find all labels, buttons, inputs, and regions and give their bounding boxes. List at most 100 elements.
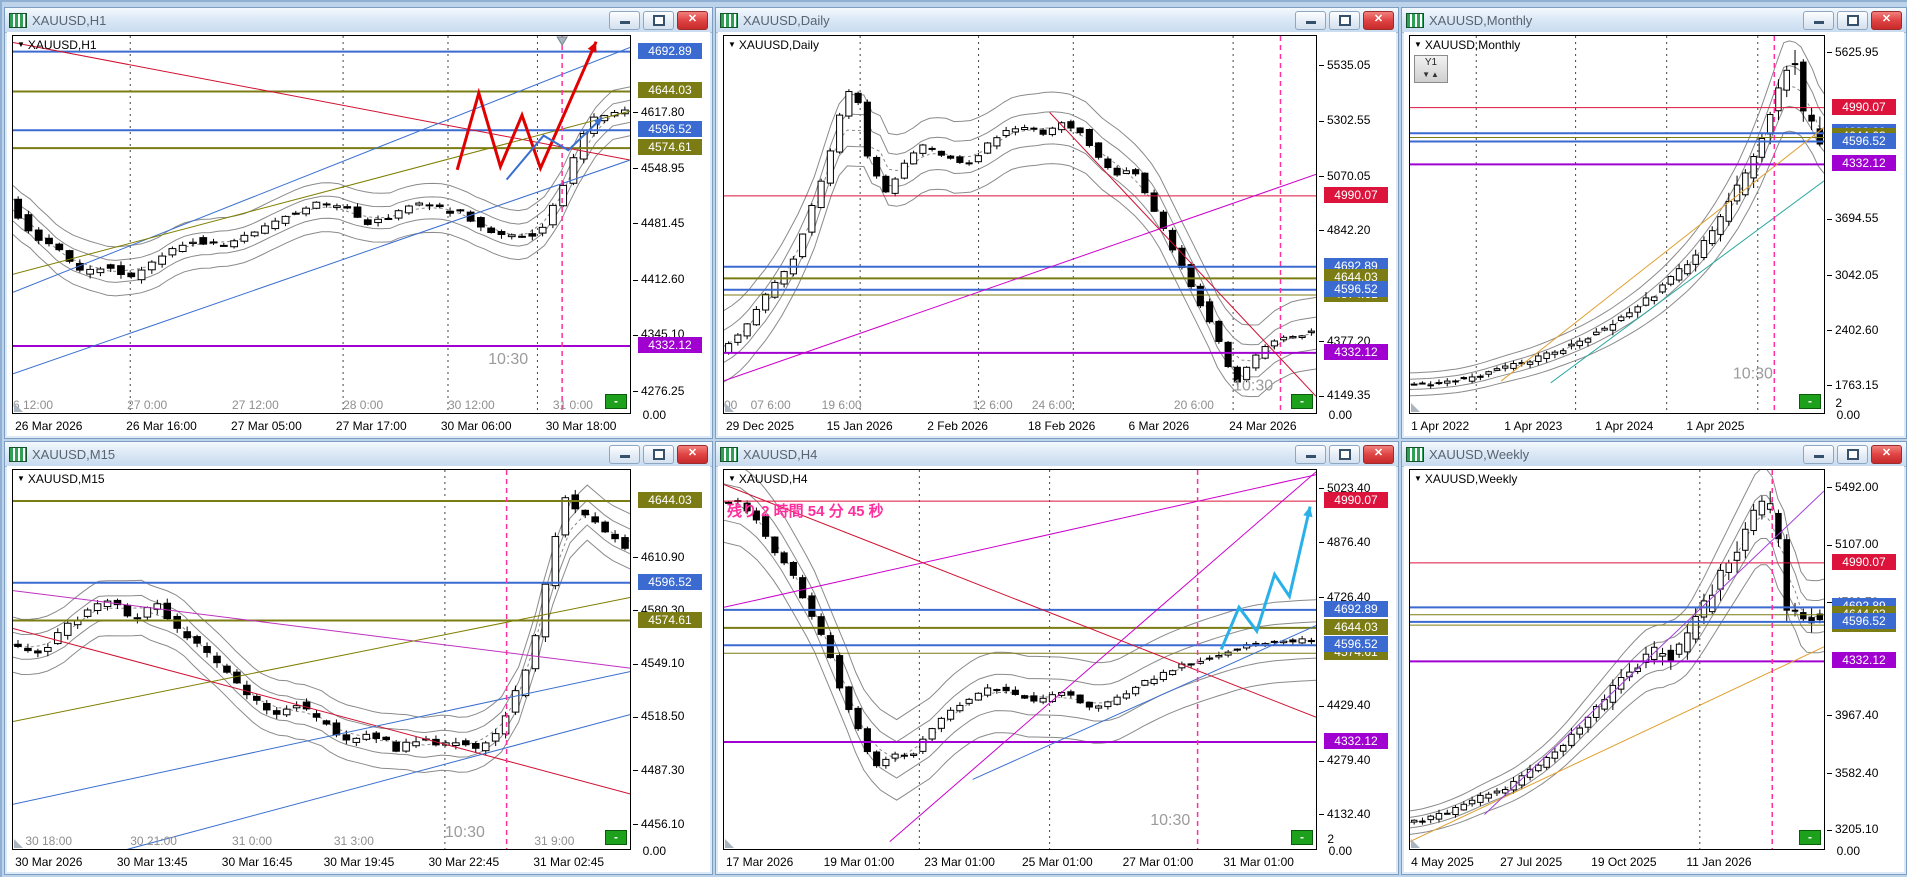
one-click-minimize-button[interactable]: -	[605, 830, 627, 845]
minimize-button[interactable]	[1803, 10, 1834, 30]
price-scale[interactable]: 4617.80 4548.95 4481.45 4412.60 4345.10 4276.…	[631, 35, 710, 414]
restore-button[interactable]	[1329, 10, 1360, 30]
chart-plot[interactable]: ▼ XAUUSD,M15 10:30 30 18:00 30 21:00 31 0:00…	[12, 469, 631, 850]
dropdown-icon: ▼	[1414, 40, 1422, 49]
time-label-minor: 28 0:00	[343, 398, 383, 412]
price-scale[interactable]: 5535.05 5302.55 5070.05 4842.20 4377.20 4149.…	[1317, 35, 1396, 414]
price-tick: 3967.40	[1827, 708, 1878, 722]
restore-button[interactable]	[643, 444, 674, 464]
price-tick: 4876.40	[1319, 535, 1370, 549]
one-click-minimize-button[interactable]: -	[605, 394, 627, 409]
time-label-minor: 19 6:00	[822, 398, 862, 412]
restore-button[interactable]	[643, 10, 674, 30]
time-label: 24 Mar 2026	[1229, 419, 1297, 433]
time-axis[interactable]: 29 Dec 2025 15 Jan 2026 2 Feb 2026 18 Feb 2…	[723, 416, 1317, 436]
minimize-icon	[1813, 454, 1824, 458]
price-badge: 4332.12	[1324, 733, 1388, 750]
time-label-minor: 31 0:00	[553, 398, 593, 412]
restore-icon	[1846, 448, 1859, 460]
price-badge: 4574.61	[638, 611, 702, 628]
title-bar[interactable]: XAUUSD,Weekly ✕	[1402, 442, 1906, 467]
one-click-minimize-button[interactable]: -	[1799, 394, 1821, 409]
time-axis[interactable]: 4 May 2025 27 Jul 2025 19 Oct 2025 11 Jan 2…	[1409, 852, 1825, 872]
time-axis[interactable]: 17 Mar 2026 19 Mar 01:00 23 Mar 01:00 25 Ma…	[723, 852, 1317, 872]
price-badge: 4990.07	[1832, 553, 1896, 570]
time-label: 6 Mar 2026	[1128, 419, 1190, 433]
minimize-button[interactable]	[609, 10, 640, 30]
time-label: 1 Apr 2023	[1504, 419, 1563, 433]
price-scale[interactable]: 5625.95 3694.55 3042.05 2402.60 1763.15 4990.…	[1825, 35, 1904, 414]
title-bar[interactable]: XAUUSD,Monthly ✕	[1402, 8, 1906, 33]
price-tick: 4429.40	[1319, 698, 1370, 712]
price-tick: 3042.05	[1827, 268, 1878, 282]
price-tick: 4487.30	[633, 763, 684, 777]
restore-button[interactable]	[1837, 444, 1868, 464]
window-title: XAUUSD,Weekly	[1429, 446, 1530, 462]
price-scale[interactable]: 5492.005107.004722.703967.403582.403205.…	[1825, 469, 1904, 850]
window-title: XAUUSD,Monthly	[1429, 12, 1533, 28]
restore-button[interactable]	[1329, 444, 1360, 464]
chart-window-m15: XAUUSD,M15 ✕ ▼ XAUUSD,M15 10:30 30 18:00 30…	[4, 441, 713, 875]
chart-plot[interactable]: ▼ XAUUSD,H1 10:30 6 12:00 27 0:00 27 12:00 28…	[12, 35, 631, 414]
close-button[interactable]: ✕	[677, 444, 708, 464]
minimize-button[interactable]	[1295, 10, 1326, 30]
time-label: 1 Apr 2024	[1595, 419, 1654, 433]
time-label: 1 Apr 2022	[1411, 419, 1470, 433]
close-button[interactable]: ✕	[677, 10, 708, 30]
restore-icon	[652, 448, 665, 460]
price-tick: 4548.95	[633, 161, 684, 175]
chart-icon	[720, 446, 738, 462]
price-badge: 4332.12	[1832, 652, 1896, 669]
restore-button[interactable]	[1837, 10, 1868, 30]
chart-window-h1: XAUUSD,H1 ✕ ▼ XAUUSD,H1 10:30 6 12:00 27 0:…	[4, 7, 713, 439]
chart-icon	[720, 12, 738, 28]
price-badge: 4332.12	[1324, 343, 1388, 360]
chart-window-weekly: XAUUSD,Weekly ✕ ▼ XAUUSD,Weekly - 5492.00…	[1401, 441, 1907, 875]
price-scale[interactable]: 4610.90 4580.30 4549.10 4518.50 4487.30 4456.…	[631, 469, 710, 850]
title-bar[interactable]: XAUUSD,H1 ✕	[5, 8, 712, 33]
y1-stepper[interactable]: Y1 ▼▲	[1414, 55, 1448, 83]
scroll-anchor-icon	[1411, 839, 1420, 848]
close-button[interactable]: ✕	[1363, 10, 1394, 30]
time-label-minor: 20 6:00	[1174, 398, 1214, 412]
title-bar[interactable]: XAUUSD,Daily ✕	[716, 8, 1398, 33]
time-label-minor: 6 12:00	[13, 398, 53, 412]
one-click-minimize-button[interactable]: -	[1291, 394, 1313, 409]
title-bar[interactable]: XAUUSD,M15 ✕	[5, 442, 712, 467]
time-label: 30 Mar 22:45	[428, 855, 500, 869]
time-label: 27 Mar 01:00	[1122, 855, 1194, 869]
restore-icon	[1846, 14, 1859, 26]
chart-content: ▼XAUUSD,Weekly - 5492.005107.004722.7039…	[1404, 466, 1904, 872]
chart-content: ▼ XAUUSD,M15 10:30 30 18:00 30 21:00 31 0:00…	[7, 466, 710, 872]
time-label: 15 Jan 2026	[826, 419, 893, 433]
time-axis[interactable]: 30 Mar 2026 30 Mar 13:45 30 Mar 16:45 30 Ma…	[12, 852, 631, 872]
time-label: 30 Mar 06:00	[440, 419, 512, 433]
price-badge: 4692.89	[638, 42, 702, 59]
time-axis[interactable]: 26 Mar 2026 26 Mar 16:00 27 Mar 05:00 27 Ma…	[12, 416, 631, 436]
price-badge: 4596.52	[1832, 612, 1896, 629]
minimize-button[interactable]	[609, 444, 640, 464]
price-badge: 4692.89	[1324, 600, 1388, 617]
title-bar[interactable]: XAUUSD,H4 ✕	[716, 442, 1398, 467]
price-scale[interactable]: 5023.40 4876.40 4726.40 4429.40 4279.40 4132.…	[1317, 469, 1396, 850]
chart-plot[interactable]: ▼ XAUUSD,Monthly Y1 ▼▲ 10:30 -	[1409, 35, 1825, 414]
chart-plot[interactable]: ▼ XAUUSD,H4 残り 2 時間 54 分 45 秒 10:30 -	[723, 469, 1317, 850]
time-label: 26 Mar 16:00	[126, 419, 197, 433]
minimize-button[interactable]	[1295, 444, 1326, 464]
close-button[interactable]: ✕	[1363, 444, 1394, 464]
chart-annotation-text: 残り 2 時間 54 分 45 秒	[727, 502, 884, 520]
volume-scale-label: 0.00	[1328, 408, 1352, 422]
price-badge: 4332.12	[638, 336, 702, 353]
one-click-minimize-button[interactable]: -	[1291, 830, 1313, 845]
one-click-minimize-button[interactable]: -	[1799, 830, 1821, 845]
volume-scale-label: 0.00	[642, 844, 666, 858]
close-button[interactable]: ✕	[1871, 444, 1902, 464]
chart-plot[interactable]: ▼ XAUUSD,Daily 10:30 00 07 6:00 19 6:00 12 6:…	[723, 35, 1317, 414]
close-button[interactable]: ✕	[1871, 10, 1902, 30]
minimize-button[interactable]	[1803, 444, 1834, 464]
time-axis[interactable]: 1 Apr 2022 1 Apr 2023 1 Apr 2024 1 Apr 2025	[1409, 416, 1825, 436]
dropdown-icon: ▼	[728, 474, 736, 483]
chart-plot[interactable]: ▼ XAUUSD,Weekly -	[1409, 469, 1825, 850]
price-badge: 4596.52	[638, 573, 702, 590]
restore-icon	[652, 14, 665, 26]
